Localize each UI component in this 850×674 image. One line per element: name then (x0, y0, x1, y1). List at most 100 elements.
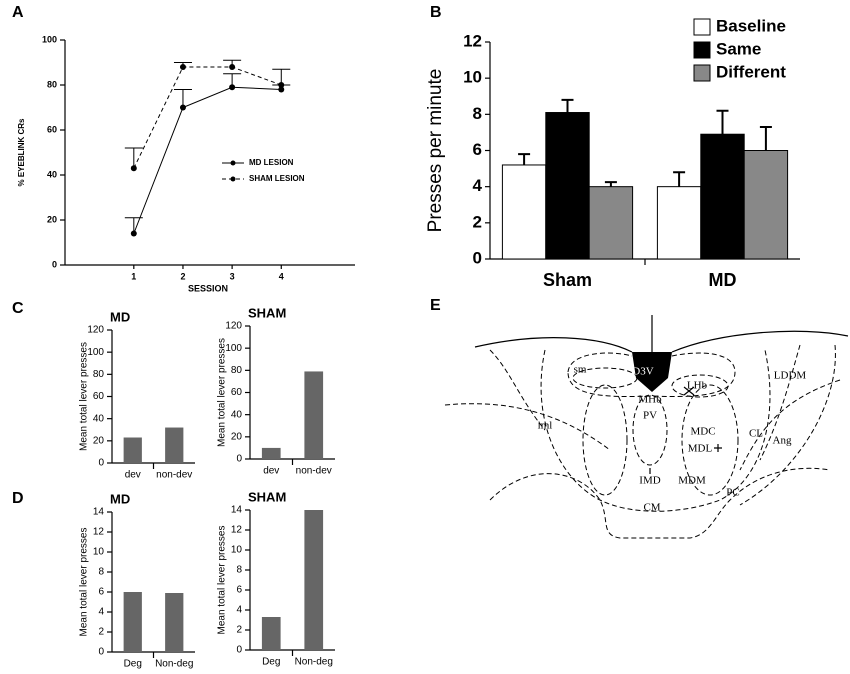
region-label: CL (749, 428, 763, 440)
legend-swatch (693, 18, 711, 36)
y-tick-label: 80 (47, 79, 57, 89)
error-bar (604, 181, 617, 187)
iml (540, 349, 771, 512)
legend-label: Same (716, 39, 761, 58)
region-label: PC (726, 487, 739, 499)
y-tick-label: 12 (93, 527, 105, 538)
legend-marker (230, 176, 236, 182)
bar (261, 617, 281, 650)
legend-label: SHAM LESION (249, 174, 305, 183)
region-label: MDC (690, 426, 715, 438)
y-tick-label: 8 (98, 567, 104, 578)
x-tick-label: non-dev (296, 466, 332, 477)
x-tick-label: Deg (124, 659, 142, 670)
bar (304, 510, 324, 650)
habenula (567, 352, 736, 398)
y-tick-label: 6 (473, 140, 482, 159)
x-tick-label: Sham (543, 270, 592, 290)
chart-title: MD (110, 491, 130, 506)
y-tick-label: 2 (473, 212, 482, 231)
y-tick-label: 20 (231, 431, 243, 442)
y-tick-label: 0 (236, 454, 242, 465)
bar (501, 164, 547, 260)
region-label: iml (538, 420, 553, 432)
marker (130, 165, 137, 172)
x-tick-label: 4 (279, 271, 284, 281)
y-tick-label: 4 (473, 176, 483, 195)
y-axis-label: Mean total lever presses (217, 526, 228, 635)
x-tick-label: dev (125, 470, 141, 481)
pv (632, 394, 668, 466)
y-tick-label: 2 (236, 625, 242, 636)
error-bar (759, 125, 772, 151)
y-tick-label: 0 (52, 259, 57, 269)
error-bar (173, 89, 192, 108)
y-tick-label: 60 (231, 387, 243, 398)
y-tick-label: 40 (93, 413, 105, 424)
y-tick-label: 60 (93, 391, 105, 402)
panel-label: E (430, 297, 441, 314)
bar (261, 447, 281, 459)
x-axis-label: SESSION (188, 283, 228, 293)
cm (489, 467, 831, 539)
line (133, 66, 282, 169)
boundary (444, 344, 841, 506)
y-tick-label: 4 (98, 607, 104, 618)
region-label: D3V (632, 366, 653, 378)
chart-title: SHAM (248, 305, 286, 320)
md-right (681, 384, 739, 496)
panel-label: C (12, 300, 24, 317)
y-axis-label: Mean total lever presses (79, 342, 90, 451)
y-tick-label: 100 (225, 343, 242, 354)
chart-title: MD (110, 309, 130, 324)
error-bar (673, 171, 686, 187)
panel-label: D (12, 490, 24, 507)
y-tick-label: 6 (98, 587, 104, 598)
region-label: MDL (688, 443, 713, 455)
y-axis-label: Mean total lever presses (79, 528, 90, 637)
panel-label: A (12, 4, 24, 21)
lateral (489, 344, 801, 461)
marker (179, 64, 186, 70)
brain-diagram: D3V sm MHb LHb PV LDDM iml MDC CL Ang MD… (444, 315, 849, 539)
bar (700, 133, 745, 260)
x-tick-label: MD (709, 270, 737, 290)
y-tick-label: 100 (42, 34, 57, 44)
y-tick-label: 8 (473, 104, 482, 123)
marker (229, 84, 236, 91)
y-tick-label: 80 (93, 369, 105, 380)
y-tick-label: 0 (236, 645, 242, 656)
x-tick-label: Non-deg (155, 659, 193, 670)
bar (588, 186, 634, 260)
error-bar (124, 147, 143, 169)
lhb (671, 374, 729, 398)
y-tick-label: 6 (236, 585, 242, 596)
y-tick-label: 0 (98, 458, 104, 469)
y-tick-label: 0 (98, 647, 104, 658)
legend-swatch (693, 41, 711, 59)
y-tick-label: 4 (236, 605, 242, 616)
chart-title: SHAM (248, 489, 286, 504)
region-label: sm (574, 364, 587, 376)
outline (474, 337, 633, 353)
y-tick-label: 2 (98, 627, 104, 638)
y-tick-label: 120 (225, 321, 242, 332)
region-label: LDDM (774, 370, 807, 382)
y-tick-label: 20 (93, 435, 105, 446)
legend-label: MD LESION (249, 158, 294, 167)
bar (743, 150, 789, 260)
y-tick-label: 12 (463, 31, 482, 50)
marker (683, 386, 722, 452)
marker (130, 230, 137, 237)
bar (545, 112, 590, 260)
y-tick-label: 40 (231, 409, 243, 420)
y-axis-label: Mean total lever presses (217, 338, 228, 447)
y-tick-label: 8 (236, 565, 242, 576)
legend-swatch (693, 64, 711, 82)
panel-label: B (430, 4, 442, 21)
region-label: MDM (678, 475, 706, 487)
y-tick-label: 100 (87, 347, 104, 358)
x-tick-label: Non-deg (295, 657, 333, 668)
error-bar (716, 109, 729, 135)
